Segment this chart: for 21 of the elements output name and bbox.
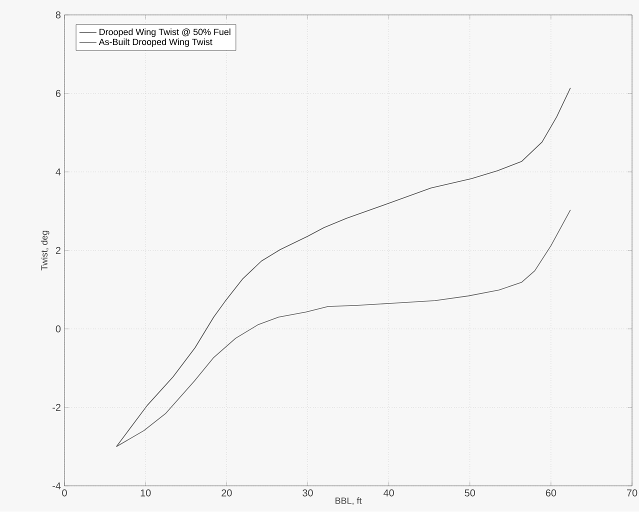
y-tick-label: 4: [56, 168, 61, 176]
x-tick-label: 40: [384, 490, 394, 497]
y-tick-label: 2: [56, 247, 60, 254]
y-tick-label: 8: [56, 12, 61, 19]
x-tick-label: 70: [627, 490, 638, 497]
y-axis-title: Twist, deg: [40, 230, 50, 270]
line-series: [116, 210, 571, 448]
y-tick-label: 0: [56, 325, 61, 333]
x-tick-label: 0: [62, 490, 67, 497]
x-tick-label: 50: [464, 490, 476, 497]
y-tick-label: 6: [56, 90, 61, 98]
legend-label: As-Built Drooped Wing Twist: [98, 38, 212, 47]
x-axis-title: BBL, ft: [336, 497, 362, 506]
x-tick-label: 30: [302, 490, 313, 497]
line-series: [116, 88, 571, 448]
x-tick-label: 10: [140, 490, 151, 497]
y-tick-label: -2: [52, 404, 60, 411]
x-tick-label: 20: [222, 490, 232, 497]
y-tick-label: -4: [52, 482, 61, 490]
legend-label: Drooped Wing Twist @ 50% Fuel: [100, 28, 230, 37]
x-tick-label: 60: [546, 490, 556, 497]
